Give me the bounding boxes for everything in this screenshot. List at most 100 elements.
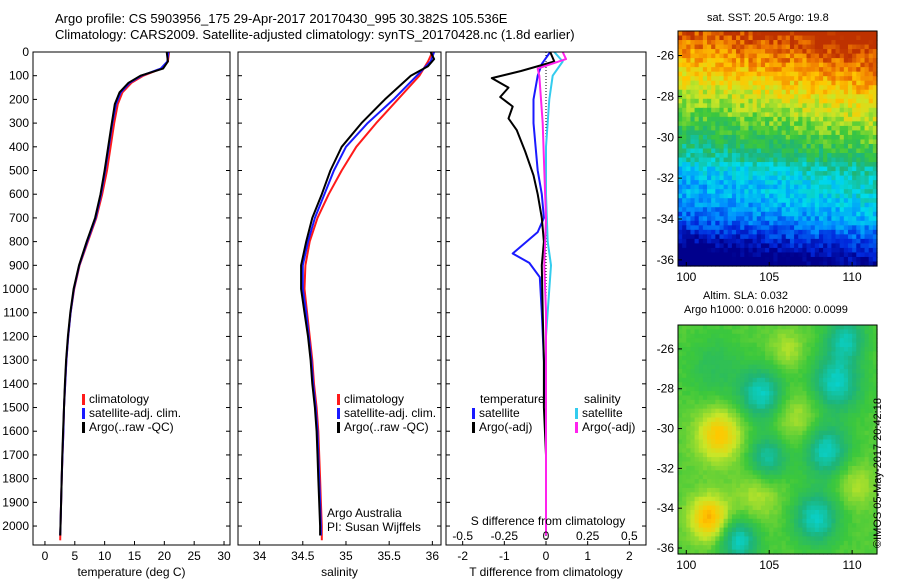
sla-map-cell xyxy=(794,395,799,401)
sla-map-cell xyxy=(678,435,683,441)
sla-map-cell xyxy=(777,377,783,383)
sst-map-cell xyxy=(823,139,828,145)
sst-map-cell xyxy=(760,175,766,181)
sla-map-cell xyxy=(748,355,754,361)
sst-map-cell xyxy=(702,35,708,41)
sla-map-cell xyxy=(760,399,766,405)
sla-map-cell xyxy=(823,439,828,445)
sla-map-cell xyxy=(818,492,824,498)
sst-map-cell xyxy=(773,98,779,104)
sla-map-cell xyxy=(765,479,770,485)
sst-map-cell xyxy=(835,89,841,95)
sla-map-cell xyxy=(831,333,837,339)
sst-map-cell xyxy=(711,184,716,190)
sla-map-cell xyxy=(785,457,791,463)
sla-map-cell xyxy=(847,465,853,471)
sst-map-cell xyxy=(798,134,803,141)
sst-map-cell xyxy=(707,243,712,249)
sst-map-cell xyxy=(686,121,692,127)
sst-map-cell xyxy=(748,220,754,226)
sla-map-cell xyxy=(682,426,687,432)
sla-map-cell xyxy=(814,430,820,436)
sst-map-cell xyxy=(690,49,696,55)
sst-map-cell xyxy=(835,53,841,59)
sst-map-cell xyxy=(872,184,878,190)
sst-map-cell xyxy=(864,220,870,226)
sst-map-cell xyxy=(727,225,733,231)
sst-map-cell xyxy=(769,252,774,258)
sst-map-cell xyxy=(872,125,878,132)
sla-map-cell xyxy=(872,413,878,419)
sst-map-cell xyxy=(835,198,841,204)
sla-map-cell xyxy=(843,501,849,507)
temperature-profile-legend-swatch xyxy=(82,408,85,419)
sla-map-cell xyxy=(823,452,828,458)
sst-map-cell xyxy=(814,80,820,86)
sla-map-cell xyxy=(752,470,758,476)
sla-map-cell xyxy=(719,518,725,524)
sla-map-cell xyxy=(723,465,729,471)
sst-map-cell xyxy=(781,211,787,217)
sst-map-cell xyxy=(860,31,866,37)
sst-map-cell xyxy=(678,130,683,136)
sst-map-cell xyxy=(748,112,754,118)
sst-map-cell xyxy=(690,256,696,263)
sla-map-cell xyxy=(719,377,725,383)
sla-map-cell xyxy=(852,452,857,458)
sla-map-cell xyxy=(839,377,845,383)
sst-map-cell xyxy=(843,234,849,240)
sla-map-cell xyxy=(810,430,816,436)
sst-map-cell xyxy=(731,143,737,150)
sla-map-cell xyxy=(686,364,692,370)
sst-map-cell xyxy=(802,112,808,118)
sst-map-cell xyxy=(740,234,745,240)
sst-map-cell xyxy=(806,71,812,77)
sla-map-cell xyxy=(694,364,700,370)
sla-map-cell xyxy=(827,391,832,397)
sla-map-cell xyxy=(707,333,712,339)
sst-map-cell xyxy=(785,98,791,104)
sst-map-cell xyxy=(860,207,866,213)
sst-map-cell xyxy=(694,229,700,235)
sla-map-cell xyxy=(872,329,878,335)
sst-map-cell xyxy=(810,85,816,91)
sla-map-cell xyxy=(860,509,866,515)
sla-map-cell xyxy=(719,386,725,392)
sla-map-cell xyxy=(686,404,692,410)
sla-map-cell xyxy=(814,360,820,366)
sst-map-cell xyxy=(682,148,687,154)
sla-map-cell xyxy=(698,461,704,467)
sla-map-cell xyxy=(864,505,870,511)
sla-map-cell xyxy=(789,461,795,467)
sst-map-cell xyxy=(810,35,816,41)
sst-map-cell xyxy=(702,184,708,190)
sla-map-cell xyxy=(794,501,799,507)
sst-map-cell xyxy=(686,180,692,186)
sst-map-cell xyxy=(773,243,779,249)
sst-map-cell xyxy=(868,256,874,263)
sst-map-cell xyxy=(806,67,812,73)
sla-map-cell xyxy=(831,426,837,432)
sst-map-cell xyxy=(731,62,737,68)
sst-map-cell xyxy=(707,125,712,132)
sla-map-cell xyxy=(823,474,828,480)
sla-map-cell xyxy=(736,514,741,520)
sla-map-cell xyxy=(847,452,853,458)
sla-map-cell xyxy=(839,426,845,432)
sst-map-cell xyxy=(789,184,795,190)
sla-map-cell xyxy=(831,360,837,366)
sla-map-cell xyxy=(752,382,758,388)
sst-map-cell xyxy=(694,107,700,113)
sla-map-cell xyxy=(731,355,737,361)
figure-title-line1: Argo profile: CS 5903956_175 29-Apr-2017… xyxy=(55,11,508,26)
sst-map-cell xyxy=(810,184,816,190)
sst-map-cell xyxy=(723,125,729,132)
sla-map-cell xyxy=(686,474,692,480)
sst-map-cell xyxy=(852,184,857,190)
sla-map-cell xyxy=(702,470,708,476)
sst-map-cell xyxy=(831,125,837,132)
sla-map-cell xyxy=(810,487,816,493)
sla-map-cell xyxy=(740,501,745,507)
sla-map-cell xyxy=(773,496,779,502)
sla-map-cell xyxy=(740,527,745,533)
